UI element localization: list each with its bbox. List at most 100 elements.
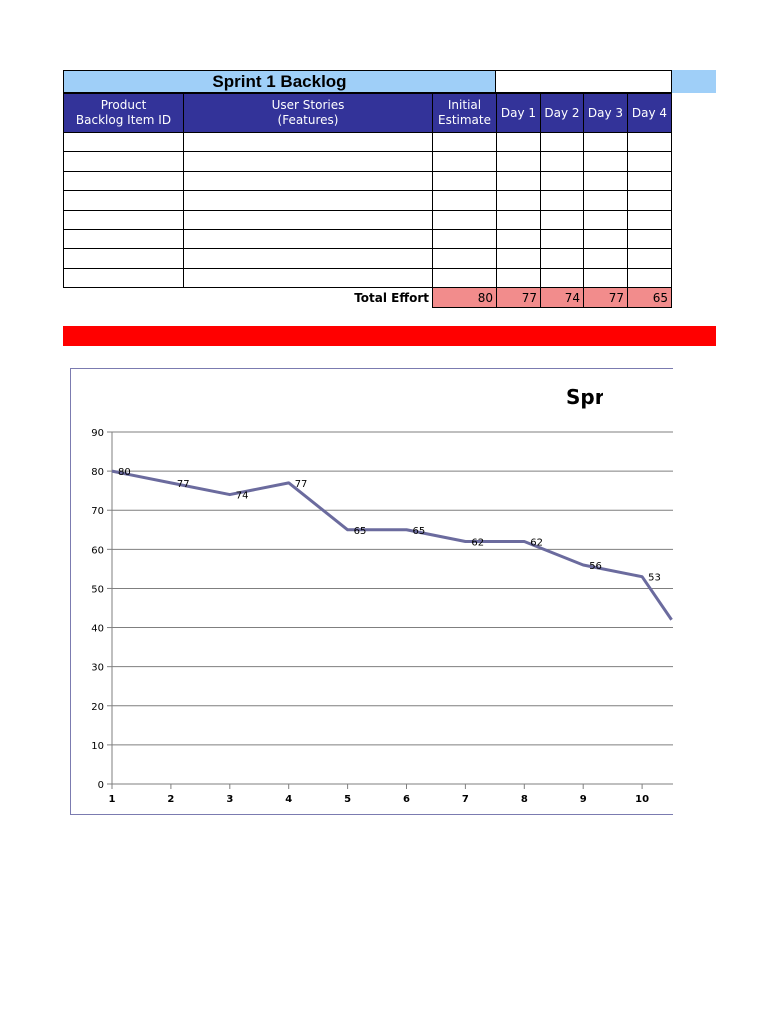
x-tick-label: 6 — [403, 794, 410, 805]
table-cell[interactable] — [63, 228, 184, 250]
table-cell[interactable] — [540, 190, 584, 211]
total-day-4[interactable]: 65 — [627, 287, 672, 309]
table-row — [63, 131, 672, 153]
table-cell[interactable] — [583, 170, 628, 192]
total-day-1[interactable]: 77 — [496, 287, 541, 309]
table-cell[interactable] — [63, 267, 184, 289]
table-cell[interactable] — [432, 131, 497, 153]
table-cell[interactable] — [63, 190, 184, 211]
y-tick-label: 80 — [91, 467, 104, 478]
table-cell[interactable] — [627, 131, 672, 153]
burndown-chart: 0 10 20 30 40 50 60 70 80 90 1 2 3 4 5 6 7 8 9 10 80 77 74 77 65… — [70, 368, 673, 815]
header-day-1: Day 1 — [496, 93, 541, 133]
x-tick-label: 1 — [109, 794, 116, 805]
table-cell[interactable] — [496, 170, 541, 192]
y-tick-label: 40 — [91, 624, 104, 635]
table-cell[interactable] — [496, 131, 541, 153]
table-row — [63, 228, 672, 250]
data-label: 80 — [118, 467, 131, 478]
y-tick-label: 60 — [91, 545, 104, 556]
table-row — [63, 190, 672, 211]
y-tick-label: 0 — [98, 780, 104, 791]
table-cell[interactable] — [63, 248, 184, 269]
table-cell[interactable] — [496, 151, 541, 172]
data-label: 62 — [530, 538, 543, 549]
table-cell[interactable] — [432, 267, 497, 289]
title-bar-fill — [672, 70, 716, 93]
table-cell[interactable] — [583, 248, 628, 269]
table-cell[interactable] — [627, 267, 672, 289]
table-cell[interactable] — [183, 228, 433, 250]
backlog-table: Product Backlog Item ID User Stories (Fe… — [63, 93, 672, 309]
table-cell[interactable] — [540, 209, 584, 230]
header-user-stories: User Stories (Features) — [183, 93, 433, 133]
table-cell[interactable] — [183, 170, 433, 192]
total-effort-row: Total Effort 80 77 74 77 65 — [64, 287, 672, 309]
data-label: 62 — [471, 538, 484, 549]
table-cell[interactable] — [432, 190, 497, 211]
table-cell[interactable] — [540, 131, 584, 153]
data-label: 77 — [177, 479, 190, 490]
y-tick-label: 70 — [91, 506, 104, 517]
data-label: 65 — [413, 526, 426, 537]
table-cell[interactable] — [540, 228, 584, 250]
table-cell[interactable] — [432, 151, 497, 172]
table-cell[interactable] — [540, 151, 584, 172]
table-cell[interactable] — [627, 228, 672, 250]
table-cell[interactable] — [583, 151, 628, 172]
x-tick-label: 5 — [344, 794, 351, 805]
table-cell[interactable] — [540, 170, 584, 192]
data-label: 56 — [589, 561, 602, 572]
table-cell[interactable] — [496, 248, 541, 269]
table-cell[interactable] — [432, 248, 497, 269]
table-cell[interactable] — [63, 131, 184, 153]
table-cell[interactable] — [496, 209, 541, 230]
table-cell[interactable] — [583, 190, 628, 211]
table-cell[interactable] — [183, 131, 433, 153]
table-row — [63, 151, 672, 172]
table-cell[interactable] — [63, 170, 184, 192]
table-row — [63, 248, 672, 269]
y-tick-label: 30 — [91, 663, 104, 674]
table-cell[interactable] — [496, 267, 541, 289]
table-cell[interactable] — [583, 228, 628, 250]
table-cell[interactable] — [432, 228, 497, 250]
total-day-3[interactable]: 77 — [583, 287, 628, 309]
sheet-title: Sprint 1 Backlog — [63, 70, 496, 93]
table-cell[interactable] — [583, 209, 628, 230]
table-cell[interactable] — [432, 209, 497, 230]
x-tick-label: 10 — [635, 794, 649, 805]
table-cell[interactable] — [583, 267, 628, 289]
data-label: 74 — [236, 491, 249, 502]
table-cell[interactable] — [583, 131, 628, 153]
table-cell[interactable] — [627, 209, 672, 230]
red-banner — [63, 326, 716, 346]
title-bar-extension — [496, 70, 672, 93]
y-tick-label: 20 — [91, 702, 104, 713]
table-row — [63, 209, 672, 230]
x-tick-label: 3 — [226, 794, 233, 805]
header-initial-estimate: Initial Estimate — [432, 93, 497, 133]
x-tick-label: 4 — [285, 794, 292, 805]
header-day-3: Day 3 — [583, 93, 628, 133]
table-cell[interactable] — [627, 248, 672, 269]
table-cell[interactable] — [627, 190, 672, 211]
table-cell[interactable] — [496, 228, 541, 250]
table-cell[interactable] — [627, 170, 672, 192]
total-initial-estimate[interactable]: 80 — [432, 287, 497, 309]
table-cell[interactable] — [540, 248, 584, 269]
table-cell[interactable] — [183, 267, 433, 289]
table-cell[interactable] — [183, 151, 433, 172]
table-cell[interactable] — [496, 190, 541, 211]
y-tick-label: 50 — [91, 584, 104, 595]
table-cell[interactable] — [627, 151, 672, 172]
table-cell[interactable] — [540, 267, 584, 289]
table-cell[interactable] — [63, 209, 184, 230]
table-cell[interactable] — [183, 248, 433, 269]
table-cell[interactable] — [63, 151, 184, 172]
total-day-2[interactable]: 74 — [540, 287, 584, 309]
table-cell[interactable] — [183, 190, 433, 211]
table-cell[interactable] — [432, 170, 497, 192]
table-cell[interactable] — [183, 209, 433, 230]
